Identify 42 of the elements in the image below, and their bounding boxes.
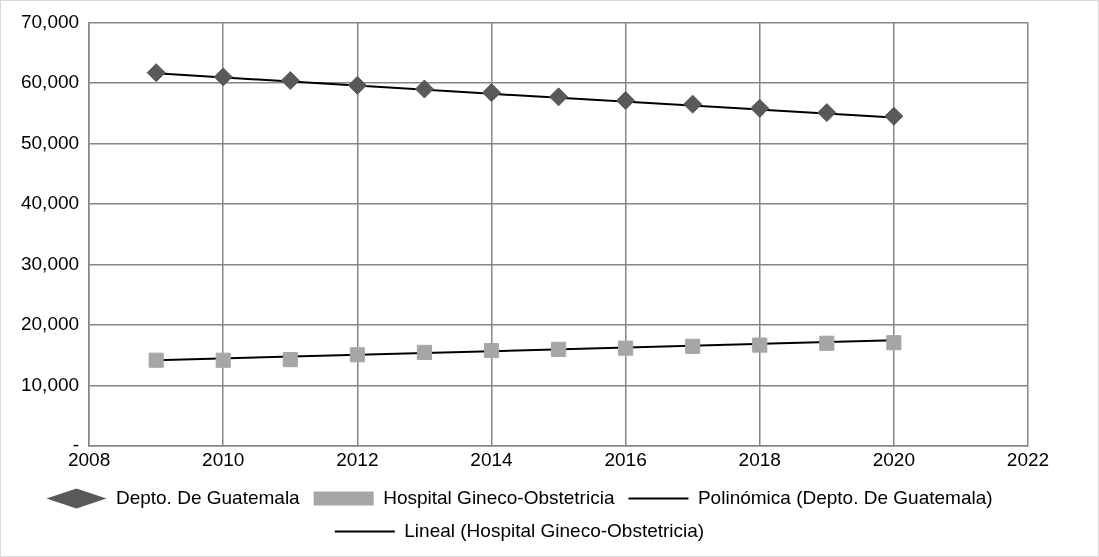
point <box>213 67 233 87</box>
y-tick-label: 60,000 <box>20 71 80 93</box>
point <box>685 338 701 354</box>
point <box>750 98 770 118</box>
point <box>282 352 298 368</box>
point <box>481 83 501 103</box>
legend-label: Hospital Gineco-Obstetricia <box>383 486 615 508</box>
x-tick-label: 2020 <box>872 448 916 470</box>
legend-label: Depto. De Guatemala <box>115 486 301 508</box>
point <box>148 352 164 368</box>
y-tick-label: 10,000 <box>20 373 80 395</box>
y-tick-label: 30,000 <box>20 252 80 274</box>
point <box>349 347 365 363</box>
x-tick-label: 2022 <box>1006 448 1050 470</box>
legend-label: Polinómica (Depto. De Guatemala) <box>697 486 993 508</box>
point <box>550 341 567 357</box>
point <box>752 337 768 353</box>
y-tick-label: 40,000 <box>20 192 80 214</box>
point <box>347 75 367 95</box>
y-tick-label: 20,000 <box>20 313 80 335</box>
point <box>414 79 434 99</box>
point <box>618 340 634 356</box>
x-tick-label: 2014 <box>470 448 514 470</box>
point <box>549 87 569 107</box>
point <box>280 71 300 91</box>
point <box>616 91 636 110</box>
point <box>884 106 904 126</box>
point <box>416 344 432 360</box>
y-tick-label: 50,000 <box>20 131 80 153</box>
x-tick-label: 2012 <box>336 448 379 470</box>
x-tick-label: 2016 <box>604 448 647 470</box>
point <box>819 335 835 351</box>
y-tick-label: 70,000 <box>20 10 80 32</box>
point <box>146 63 166 83</box>
x-tick-label: 2018 <box>738 448 781 470</box>
point <box>483 342 500 359</box>
point <box>817 103 837 123</box>
point <box>683 94 703 114</box>
x-tick-label: 2010 <box>202 448 245 470</box>
point <box>886 335 902 351</box>
legend-label: Lineal (Hospital Gineco-Obstetricia) <box>404 519 705 541</box>
point <box>215 352 231 368</box>
